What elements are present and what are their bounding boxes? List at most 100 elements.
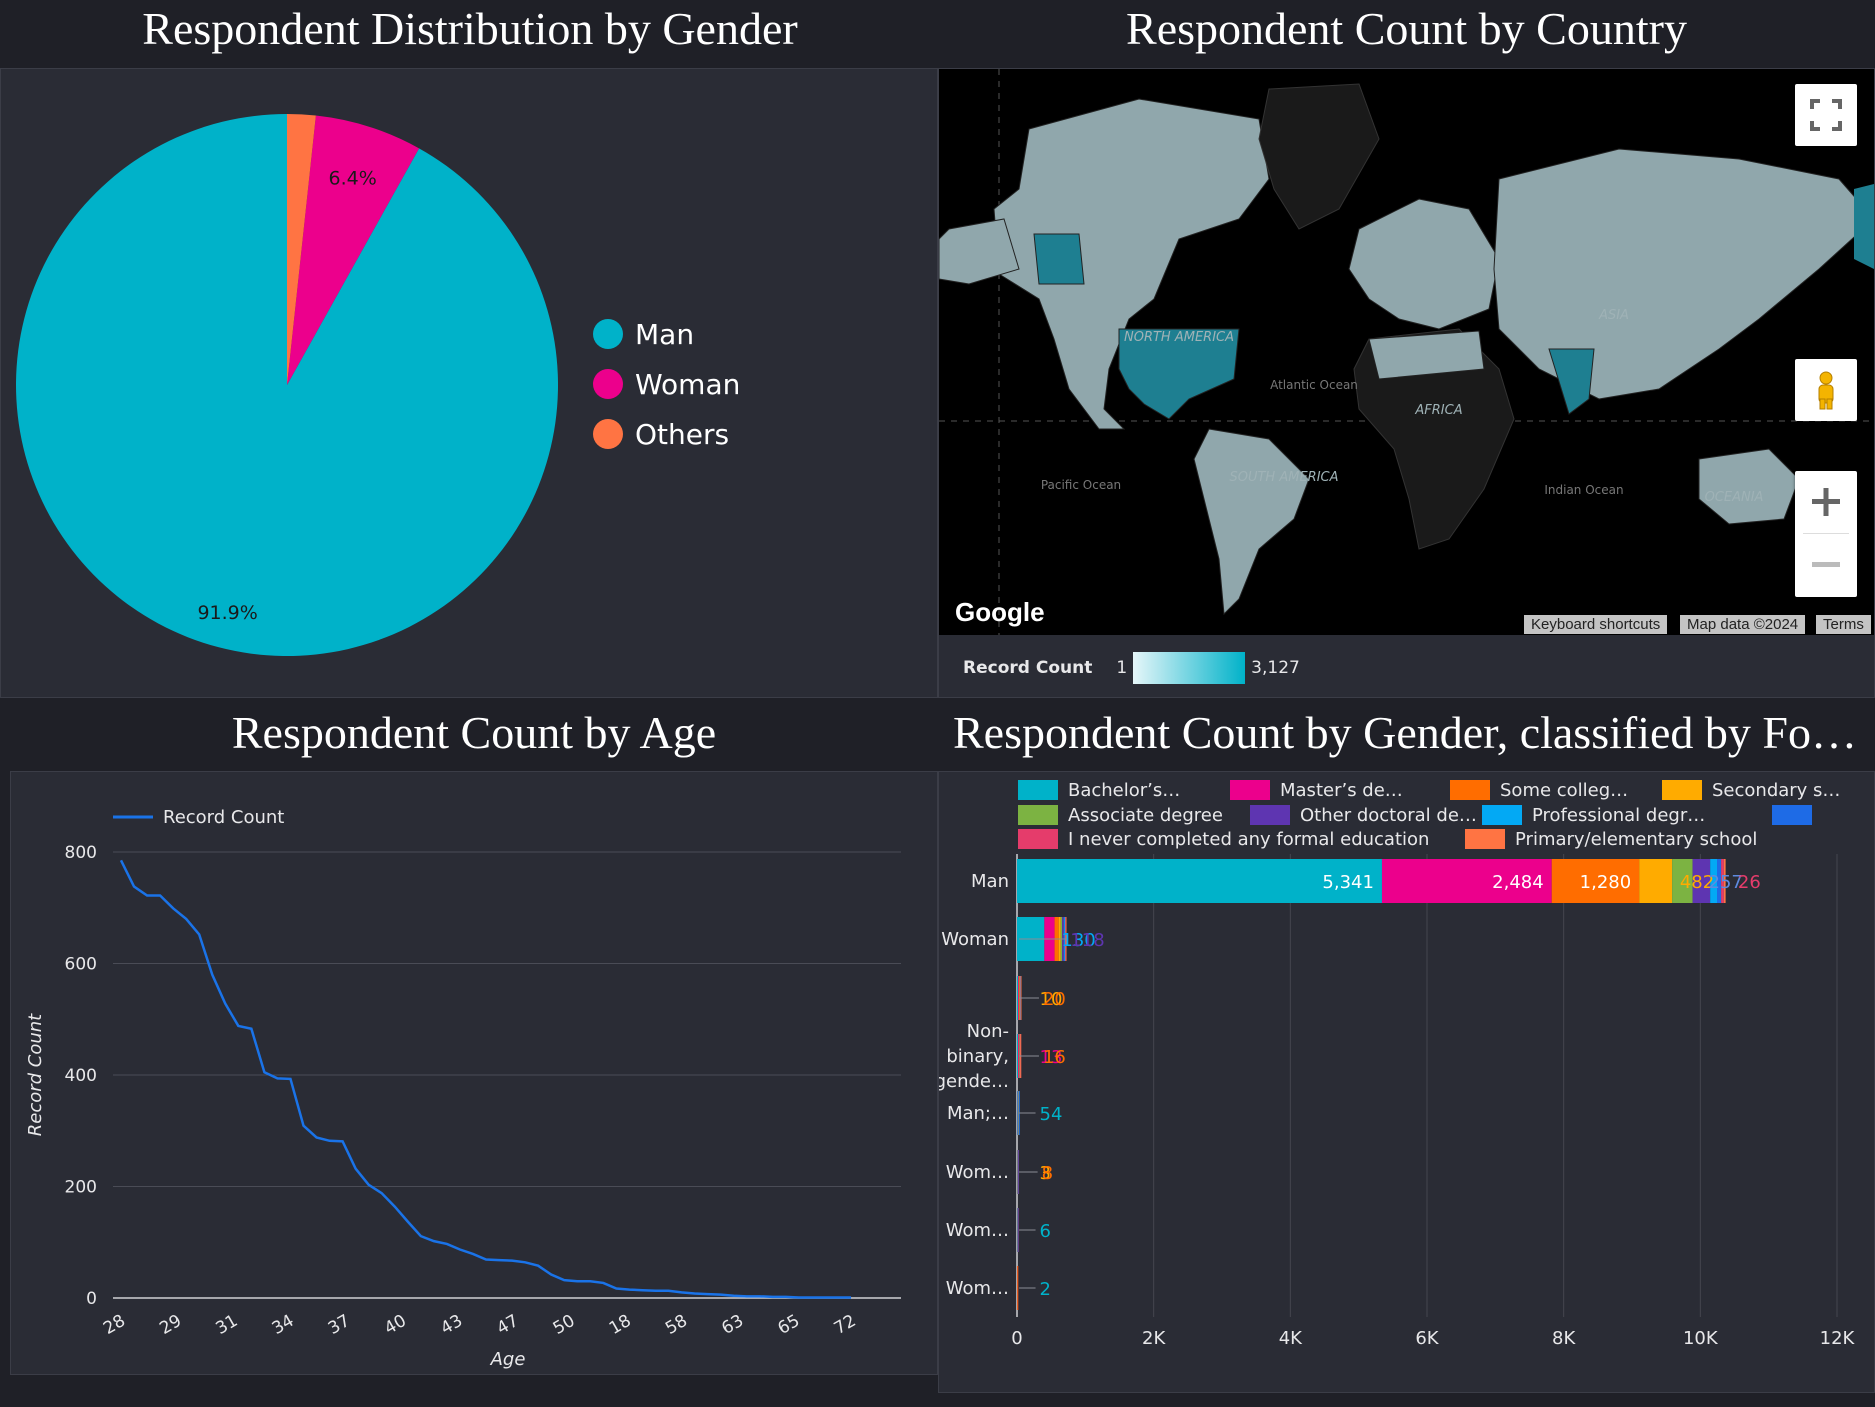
east-edge-shape xyxy=(1854,184,1874,269)
scale-max: 3,127 xyxy=(1251,658,1300,678)
bar-segment[interactable] xyxy=(1017,1208,1019,1252)
legend-label: I never completed any formal education xyxy=(1068,829,1429,850)
legend-label-others: Others xyxy=(635,418,729,451)
country-map-title: Respondent Count by Country xyxy=(1126,3,1687,54)
bar-segment[interactable] xyxy=(1017,1034,1019,1078)
bar-segment[interactable] xyxy=(1721,859,1724,903)
bar-data-label: 257 xyxy=(1709,872,1743,893)
legend-swatch xyxy=(1250,805,1290,825)
zoom-in-icon[interactable] xyxy=(1795,471,1857,533)
age-count-line[interactable] xyxy=(119,859,851,1299)
street-view-button[interactable] xyxy=(1795,359,1857,421)
bar-segment[interactable] xyxy=(1017,976,1019,1020)
legend-swatch xyxy=(1230,780,1270,800)
pie-slice-others[interactable] xyxy=(287,114,316,385)
legend-swatch-man xyxy=(593,319,623,349)
terms-link[interactable]: Terms xyxy=(1816,615,1871,634)
scale-min: 1 xyxy=(1116,658,1128,678)
x-tick-label: 28 xyxy=(100,1311,129,1339)
x-tick-label: 34 xyxy=(269,1311,298,1339)
y-category-label: binary, xyxy=(946,1046,1009,1067)
oceania-shape xyxy=(1698,448,1800,525)
gender-pie-chart[interactable]: 91.9% 6.4% Man Woman Others xyxy=(1,69,937,697)
legend-swatch xyxy=(1018,805,1058,825)
scale-gradient xyxy=(1133,652,1246,684)
legend-swatch xyxy=(1662,780,1702,800)
map-label-north-america: NORTH AMERICA xyxy=(1124,330,1234,345)
bar-data-label: 10 xyxy=(1040,989,1063,1010)
map-data-attribution[interactable]: Map data ©2024 xyxy=(1680,615,1806,634)
x-tick-label: 0 xyxy=(1011,1328,1022,1349)
y-category-label: gende… xyxy=(939,1071,1009,1092)
y-tick-label: 600 xyxy=(65,955,97,975)
asia-shape xyxy=(1493,148,1874,400)
bar-data-label: 118 xyxy=(1070,930,1104,951)
x-tick-label: 47 xyxy=(494,1311,523,1339)
fullscreen-button[interactable] xyxy=(1795,84,1857,146)
x-tick-label: 40 xyxy=(381,1311,410,1339)
bar-segment[interactable] xyxy=(1017,859,1382,903)
bar-segment[interactable] xyxy=(1717,859,1722,903)
bar-segment[interactable] xyxy=(1710,859,1718,903)
bar-segment[interactable] xyxy=(1018,976,1020,1020)
zoom-controls xyxy=(1795,471,1857,597)
bar-segment[interactable] xyxy=(1672,859,1693,903)
y-axis-title: Record Count xyxy=(25,1013,46,1136)
country-map-panel: NORTH AMERICA SOUTH AMERICA AFRICA ASIA … xyxy=(938,68,1875,698)
gender-chart-title: Respondent Distribution by Gender xyxy=(142,3,798,54)
bar-segment[interactable] xyxy=(1017,1091,1018,1135)
y-category-label: Man xyxy=(971,871,1009,892)
bar-segment[interactable] xyxy=(1017,1150,1019,1194)
x-tick-label: 37 xyxy=(325,1311,354,1339)
x-tick-label: 6K xyxy=(1415,1328,1439,1349)
x-tick-label: 29 xyxy=(156,1311,185,1339)
x-tick-label: 2K xyxy=(1142,1328,1166,1349)
keyboard-shortcuts-link[interactable]: Keyboard shortcuts xyxy=(1524,615,1668,634)
x-tick-label: 18 xyxy=(606,1311,635,1339)
gender-pie-panel: 91.9% 6.4% Man Woman Others xyxy=(0,68,938,698)
bar-segment[interactable] xyxy=(1723,859,1726,903)
legend-swatch xyxy=(1018,829,1058,849)
world-map-canvas: NORTH AMERICA SOUTH AMERICA AFRICA ASIA … xyxy=(939,69,1874,635)
bar-segment[interactable] xyxy=(1551,859,1640,903)
y-tick-label: 400 xyxy=(65,1066,97,1086)
bar-segment[interactable] xyxy=(1639,859,1673,903)
scale-label: Record Count xyxy=(963,658,1093,678)
map-label-pacific: Pacific Ocean xyxy=(1041,478,1121,492)
bar-data-label: 54 xyxy=(1040,1104,1063,1125)
bar-segment[interactable] xyxy=(1017,1266,1019,1310)
bar-data-label: 8 xyxy=(1042,1163,1053,1184)
legend-label-woman: Woman xyxy=(635,368,740,401)
legend-swatch-others xyxy=(593,419,623,449)
bar-data-label: 482 xyxy=(1680,872,1714,893)
pie-slice-woman[interactable] xyxy=(287,115,420,385)
y-category-label: Wom… xyxy=(946,1162,1009,1183)
legend-swatch xyxy=(1465,829,1505,849)
alaska-shape xyxy=(939,218,1020,285)
legend-swatch xyxy=(1018,780,1058,800)
bar-segment[interactable] xyxy=(1381,859,1552,903)
gender-education-bar-chart[interactable]: Bachelor’s… Master’s de… Some colleg… Secon… xyxy=(935,772,1874,1392)
map-label-south-america: SOUTH AMERICA xyxy=(1229,470,1338,485)
legend-label: Some colleg… xyxy=(1500,780,1628,801)
bar-data-label: 1,280 xyxy=(1580,872,1632,893)
y-category-label: Man;… xyxy=(947,1103,1009,1124)
zoom-out-icon[interactable] xyxy=(1795,534,1857,596)
world-map[interactable]: NORTH AMERICA SOUTH AMERICA AFRICA ASIA … xyxy=(939,69,1874,635)
legend-label: Professional degr… xyxy=(1532,805,1705,826)
legend-swatch-woman xyxy=(593,369,623,399)
bar-data-label: 16 xyxy=(1043,1047,1066,1068)
bar-segment[interactable] xyxy=(1018,1034,1020,1078)
x-axis-title: Age xyxy=(490,1349,526,1370)
legend-label: Secondary s… xyxy=(1712,780,1840,801)
age-line-panel: 0 200 400 600 800 28 29 31 34 37 40 43 47 50 18 58 63 65 7… xyxy=(10,771,938,1375)
bar-segment[interactable] xyxy=(1692,859,1711,903)
north-africa-shape xyxy=(1368,330,1485,380)
south-america-shape xyxy=(1193,428,1310,616)
y-tick-label: 800 xyxy=(65,843,97,863)
x-tick-label: 12K xyxy=(1820,1328,1856,1349)
x-tick-label: 43 xyxy=(437,1311,466,1339)
legend-label: Primary/elementary school xyxy=(1515,829,1757,850)
gender-education-chart-title: Respondent Count by Gender, classified b… xyxy=(953,707,1857,758)
age-line-chart[interactable]: 0 200 400 600 800 28 29 31 34 37 40 43 47 50 18 58 63 65 7… xyxy=(11,772,937,1374)
